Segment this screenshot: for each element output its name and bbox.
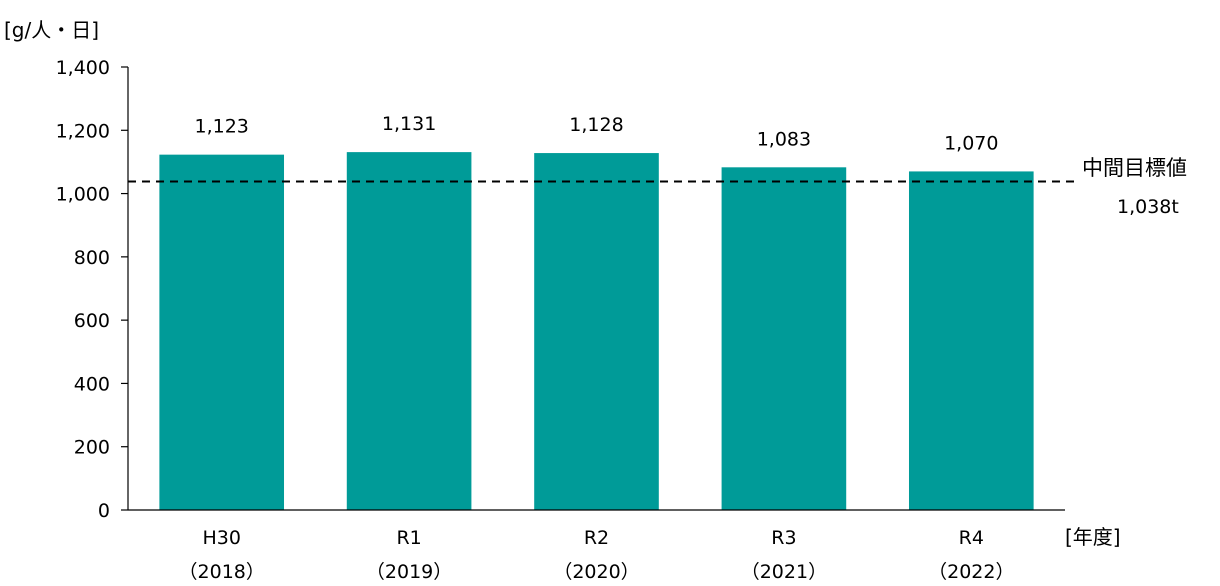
x-category-year-label: （2019） bbox=[366, 561, 452, 583]
data-label: 1,083 bbox=[757, 128, 811, 150]
bar bbox=[346, 152, 472, 510]
data-labels: 1,123 1,131 1,128 1,083 1,070 bbox=[194, 113, 998, 154]
y-tick-label: 800 bbox=[74, 247, 110, 269]
y-tick-label: 1,400 bbox=[56, 57, 110, 79]
x-category-year-label: （2022） bbox=[928, 561, 1014, 583]
bar bbox=[159, 154, 285, 511]
y-tick-label: 200 bbox=[74, 437, 110, 459]
x-category-label: R2 bbox=[584, 527, 609, 549]
target-value-label: 1,038t bbox=[1117, 196, 1179, 218]
bar bbox=[908, 171, 1034, 510]
y-tick-label: 400 bbox=[74, 373, 110, 395]
x-category-label: R3 bbox=[771, 527, 796, 549]
bar bbox=[721, 167, 847, 510]
y-axis-unit-label: [g/人・日] bbox=[4, 18, 99, 42]
x-axis-categories: H30 （2018） R1 （2019） R2 （2020） R3 （2021） R4 （2022… bbox=[179, 527, 1015, 583]
y-tick-label: 600 bbox=[74, 310, 110, 332]
data-label: 1,131 bbox=[382, 113, 436, 135]
x-category-label: R4 bbox=[959, 527, 984, 549]
data-label: 1,123 bbox=[194, 116, 248, 138]
x-category-year-label: （2020） bbox=[553, 561, 639, 583]
y-tick-label: 1,000 bbox=[56, 184, 110, 206]
x-category-year-label: （2018） bbox=[179, 561, 265, 583]
x-axis-unit-label: [年度] bbox=[1065, 525, 1121, 549]
x-category-year-label: （2021） bbox=[741, 561, 827, 583]
data-label: 1,128 bbox=[569, 114, 623, 136]
x-category-label: H30 bbox=[202, 527, 240, 549]
bar bbox=[534, 153, 659, 510]
x-category-label: R1 bbox=[396, 527, 421, 549]
y-tick-label: 1,200 bbox=[56, 120, 110, 142]
bars bbox=[159, 152, 1034, 511]
data-label: 1,070 bbox=[944, 132, 998, 154]
y-tick-label: 0 bbox=[98, 500, 110, 522]
y-axis-ticks: 0 200 400 600 800 1,000 1,200 1,400 bbox=[56, 57, 128, 522]
target-label: 中間目標値 bbox=[1082, 156, 1187, 180]
